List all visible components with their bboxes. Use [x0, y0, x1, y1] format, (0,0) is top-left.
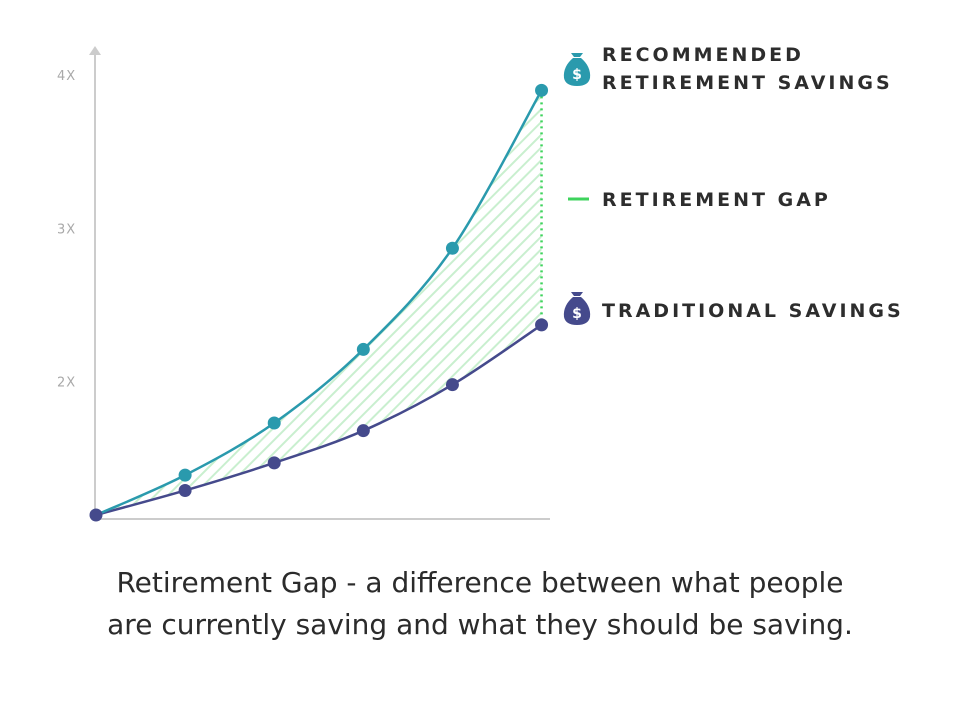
legend-traditional: $ TRADITIONAL SAVINGS [563, 292, 904, 325]
traditional-savings-point [356, 424, 370, 438]
retirement-gap-area [96, 90, 542, 515]
chart-caption: Retirement Gap - a difference between wh… [0, 562, 960, 646]
traditional-savings-point [445, 378, 459, 392]
legend: $ RECOMMENDED RETIREMENT SAVINGS RETIREM… [563, 44, 904, 325]
caption-line-1: Retirement Gap - a difference between wh… [116, 566, 844, 599]
legend-retirement-gap: RETIREMENT GAP [568, 189, 831, 211]
money-bag-icon: $ [563, 292, 591, 325]
y-tick-labels: 2X 3X 4X [57, 69, 76, 391]
legend-recommended: $ RECOMMENDED RETIREMENT SAVINGS [563, 44, 893, 94]
y-tick-label: 4X [57, 69, 76, 84]
y-axis-arrow-icon [89, 46, 101, 55]
recommended-savings-point [178, 468, 192, 482]
money-bag-icon: $ [563, 53, 591, 86]
traditional-savings-point [178, 483, 192, 497]
y-tick-label: 3X [57, 222, 76, 237]
recommended-savings-point [535, 83, 549, 97]
axes: 2X 3X 4X [57, 46, 550, 520]
recommended-savings-points [178, 83, 549, 482]
retirement-gap-chart: 2X 3X 4X $ RECOMMENDED RETIREMENT SAVINGS … [57, 44, 904, 522]
legend-label-traditional: TRADITIONAL SAVINGS [602, 300, 904, 322]
traditional-savings-point [89, 508, 103, 522]
recommended-savings-point [445, 241, 459, 255]
recommended-savings-point [356, 342, 370, 356]
legend-label-recommended-line1: RECOMMENDED [602, 44, 804, 66]
svg-text:$: $ [572, 306, 582, 322]
recommended-savings-point [267, 416, 281, 430]
traditional-savings-point [535, 318, 549, 332]
traditional-savings-points [89, 318, 549, 522]
legend-label-retirement-gap: RETIREMENT GAP [602, 189, 831, 211]
y-tick-label: 2X [57, 376, 76, 391]
svg-text:$: $ [572, 67, 582, 83]
legend-label-recommended-line2: RETIREMENT SAVINGS [602, 72, 893, 94]
traditional-savings-point [267, 456, 281, 470]
caption-line-2: are currently saving and what they shoul… [107, 608, 853, 641]
